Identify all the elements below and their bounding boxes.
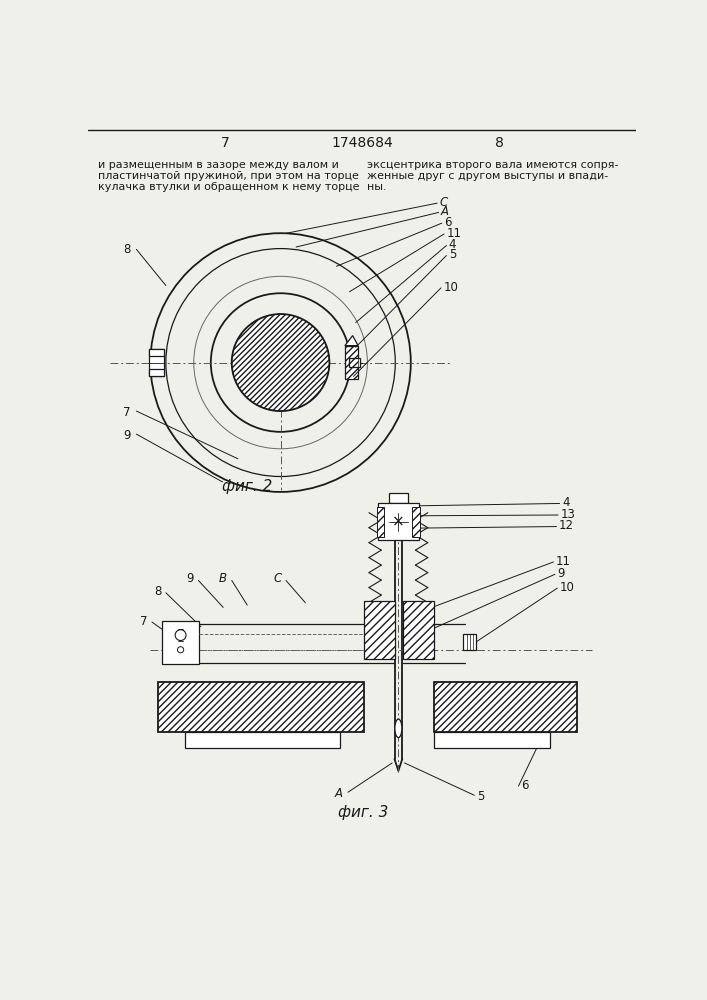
Polygon shape <box>345 336 358 346</box>
Bar <box>162 621 199 664</box>
Text: A: A <box>441 205 449 218</box>
Text: 4: 4 <box>562 496 569 509</box>
Text: 1748684: 1748684 <box>331 136 393 150</box>
Text: женные друг с другом выступы и впади-: женные друг с другом выступы и впади- <box>368 171 609 181</box>
Text: ны.: ны. <box>368 182 387 192</box>
Text: 6: 6 <box>521 779 528 792</box>
Text: кулачка втулки и обращенном к нему торце: кулачка втулки и обращенном к нему торце <box>98 182 359 192</box>
Text: 9: 9 <box>124 429 131 442</box>
Text: C: C <box>273 572 281 585</box>
Bar <box>149 349 164 356</box>
Text: 7: 7 <box>221 136 230 150</box>
Text: ×: × <box>392 514 404 529</box>
Circle shape <box>177 647 184 653</box>
Bar <box>464 634 476 650</box>
Bar <box>149 369 164 376</box>
Text: пластинчатой пружиной, при этом на торце: пластинчатой пружиной, при этом на торце <box>98 171 358 181</box>
Text: 10: 10 <box>443 281 458 294</box>
Text: 12: 12 <box>559 519 574 532</box>
Circle shape <box>232 314 329 411</box>
Text: 9: 9 <box>557 567 565 580</box>
Text: 13: 13 <box>561 508 575 521</box>
Text: C: C <box>440 196 448 209</box>
Bar <box>185 732 340 748</box>
Bar <box>158 682 363 732</box>
Bar <box>345 346 358 379</box>
Text: 11: 11 <box>556 555 571 568</box>
Text: B: B <box>219 572 227 585</box>
Text: фиг. 2: фиг. 2 <box>222 479 272 494</box>
Text: 9: 9 <box>186 572 194 585</box>
Bar <box>434 682 578 732</box>
Bar <box>378 503 419 540</box>
Text: 6: 6 <box>444 216 452 229</box>
Circle shape <box>175 630 186 641</box>
Text: 11: 11 <box>446 227 462 240</box>
Bar <box>363 601 395 659</box>
Text: эксцентрика второго вала имеются сопря-: эксцентрика второго вала имеются сопря- <box>368 160 619 170</box>
Text: 10: 10 <box>559 581 575 594</box>
Text: 8: 8 <box>495 136 503 150</box>
Bar <box>389 493 408 503</box>
Bar <box>403 601 434 659</box>
Text: 7: 7 <box>124 406 131 419</box>
Text: A: A <box>334 787 343 800</box>
Bar <box>345 346 358 379</box>
Text: 8: 8 <box>154 585 161 598</box>
Text: 5: 5 <box>477 790 484 803</box>
Bar <box>412 507 420 537</box>
Bar <box>349 358 360 367</box>
Bar <box>377 507 385 537</box>
Text: 7: 7 <box>140 615 147 628</box>
Text: фиг. 3: фиг. 3 <box>339 806 389 820</box>
Bar <box>149 349 164 376</box>
Ellipse shape <box>395 719 402 738</box>
Text: и размещенным в зазоре между валом и: и размещенным в зазоре между валом и <box>98 160 339 170</box>
Text: 5: 5 <box>449 248 456 261</box>
Text: 4: 4 <box>449 238 456 251</box>
Bar <box>434 732 550 748</box>
Text: 8: 8 <box>124 243 131 256</box>
